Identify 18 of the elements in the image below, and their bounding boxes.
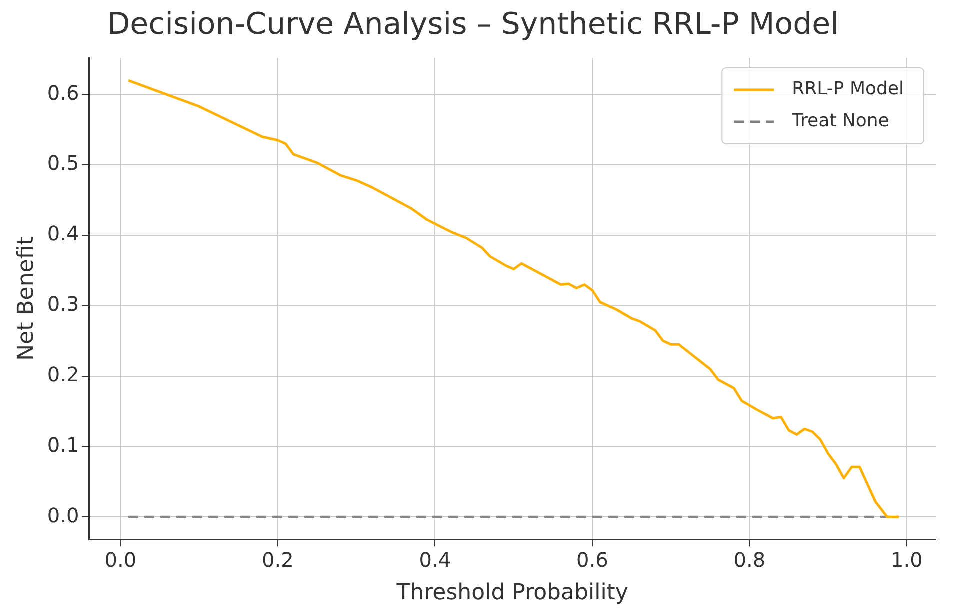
legend-label: RRL-P Model (792, 78, 904, 100)
x-axis-title: Threshold Probability (396, 580, 628, 606)
y-tick-label: 0.3 (47, 292, 80, 316)
x-tick-label: 1.0 (891, 548, 923, 572)
x-tick-label: 0.0 (104, 548, 137, 572)
x-tick-label: 0.2 (262, 548, 294, 572)
x-tick-label: 0.6 (576, 548, 608, 572)
y-tick-label: 0.0 (47, 503, 80, 528)
y-tick-label: 0.1 (47, 432, 80, 457)
y-axis-title: Net Benefit (14, 236, 39, 361)
x-tick-label: 0.4 (419, 548, 452, 572)
chart-title: Decision-Curve Analysis – Synthetic RRL-P Model (107, 6, 839, 42)
legend-label: Treat None (791, 110, 890, 132)
y-tick-label: 0.6 (47, 80, 80, 105)
y-tick-label: 0.4 (47, 222, 80, 246)
y-tick-label: 0.2 (47, 362, 80, 386)
y-tick-label: 0.5 (47, 151, 80, 176)
x-tick-label: 0.8 (734, 548, 766, 572)
